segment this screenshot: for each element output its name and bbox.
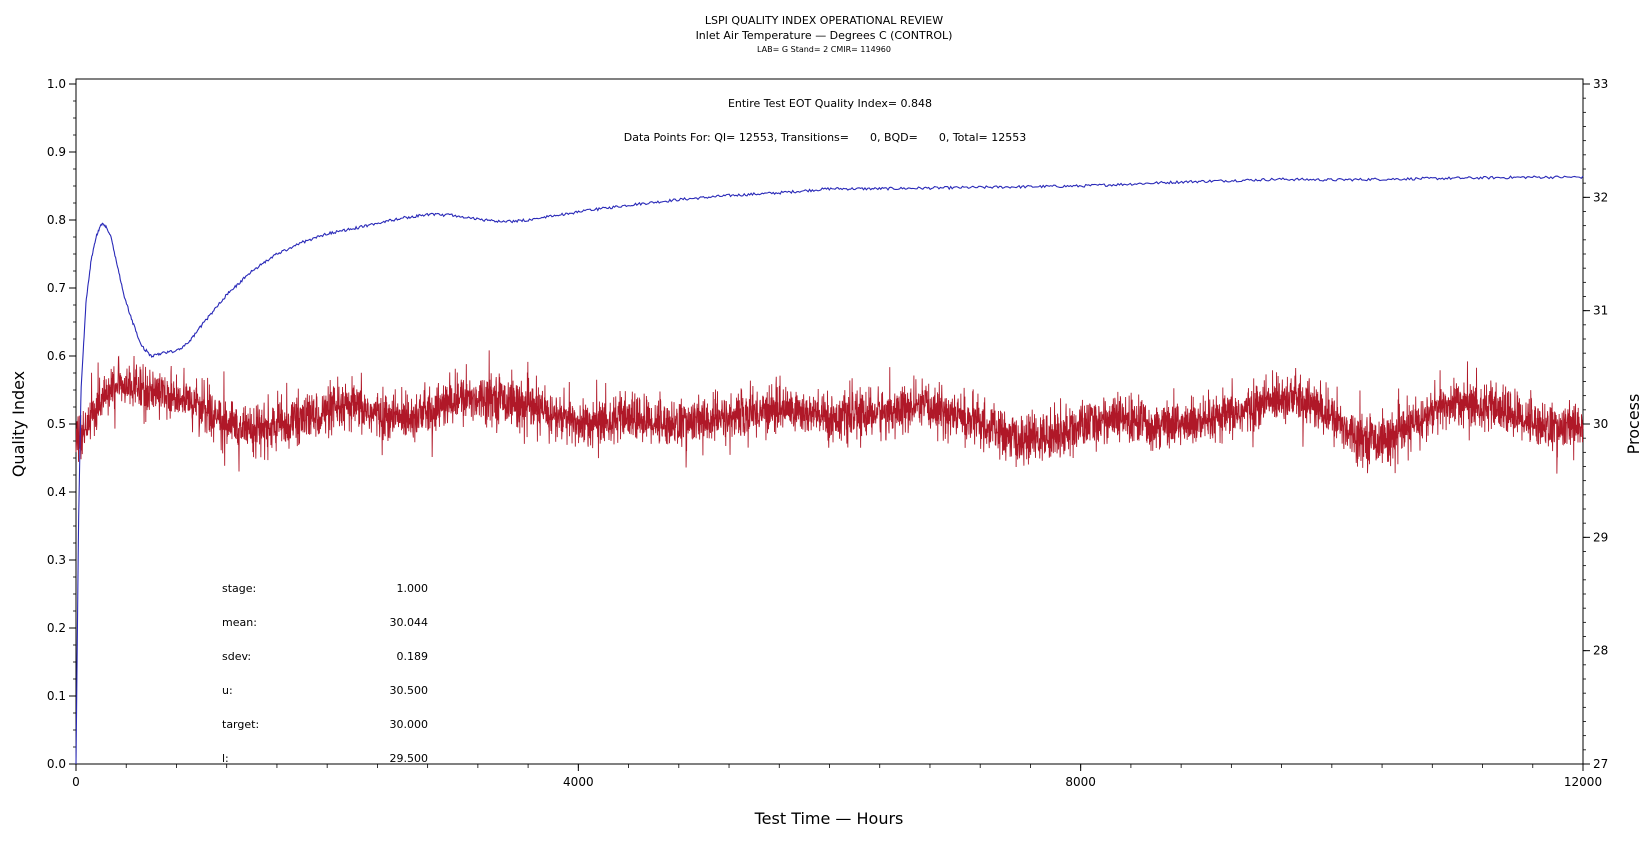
y2-tick-label: 29 — [1593, 530, 1608, 544]
y2-tick-label: 33 — [1593, 77, 1608, 91]
y-tick-label: 0.6 — [47, 349, 66, 363]
y2-tick-label: 27 — [1593, 757, 1608, 771]
eot-quality-index-annotation: Entire Test EOT Quality Index= 0.848 — [728, 97, 932, 110]
stat-value-sdev: 0.189 — [397, 650, 429, 663]
stat-value-stage: 1.000 — [397, 582, 429, 595]
chart-subtitle-lab: LAB= G Stand= 2 CMIR= 114960 — [757, 45, 891, 54]
y-tick-label: 0.8 — [47, 213, 66, 227]
stat-label-l: l: — [222, 752, 229, 765]
chart-title: LSPI QUALITY INDEX OPERATIONAL REVIEW — [705, 14, 943, 27]
stats-block: stage: 1.000 mean: 30.044 sdev: 0.189 u:… — [222, 582, 428, 765]
y2-tick-label: 31 — [1593, 304, 1608, 318]
x-axis-ticks: 0 4000 8000 12000 — [72, 764, 1602, 789]
y-tick-label: 0.1 — [47, 689, 66, 703]
y2-axis-label: Process — [1624, 394, 1643, 455]
stat-value-mean: 30.044 — [390, 616, 429, 629]
y2-tick-label: 32 — [1593, 190, 1608, 204]
stat-label-target: target: — [222, 718, 259, 731]
x-axis-label: Test Time — Hours — [754, 809, 904, 828]
y-tick-label: 0.4 — [47, 485, 66, 499]
y-tick-label: 0.5 — [47, 417, 66, 431]
y2-tick-label: 28 — [1593, 644, 1608, 658]
y-tick-label: 0.7 — [47, 281, 66, 295]
y-tick-label: 0.0 — [47, 757, 66, 771]
x-tick-label: 8000 — [1065, 775, 1096, 789]
y-tick-label: 0.3 — [47, 553, 66, 567]
series-layer — [75, 175, 1584, 765]
y-axis-ticks: 0.0 0.1 0.2 0.3 0.4 0.5 0.6 0.7 0.8 0.9 1.0 — [47, 77, 76, 771]
y2-tick-label: 30 — [1593, 417, 1608, 431]
stat-label-u: u: — [222, 684, 233, 697]
data-points-annotation: Data Points For: QI= 12553, Transitions=… — [624, 131, 1026, 144]
chart-subtitle: Inlet Air Temperature — Degrees C (CONTR… — [696, 29, 953, 42]
process-series-line — [75, 350, 1584, 474]
stat-value-l: 29.500 — [390, 752, 429, 765]
x-tick-label: 4000 — [563, 775, 594, 789]
stat-label-mean: mean: — [222, 616, 257, 629]
stat-value-target: 30.000 — [390, 718, 429, 731]
y-tick-label: 1.0 — [47, 77, 66, 91]
y2-axis-ticks: 27 28 29 30 31 32 33 — [1583, 77, 1608, 771]
stat-value-u: 30.500 — [390, 684, 429, 697]
x-tick-label: 12000 — [1564, 775, 1602, 789]
x-tick-label: 0 — [72, 775, 80, 789]
stat-label-sdev: sdev: — [222, 650, 251, 663]
stat-label-stage: stage: — [222, 582, 256, 595]
y-axis-label: Quality Index — [9, 371, 28, 477]
y-tick-label: 0.9 — [47, 145, 66, 159]
y-tick-label: 0.2 — [47, 621, 66, 635]
quality-index-series-line — [75, 175, 1584, 765]
